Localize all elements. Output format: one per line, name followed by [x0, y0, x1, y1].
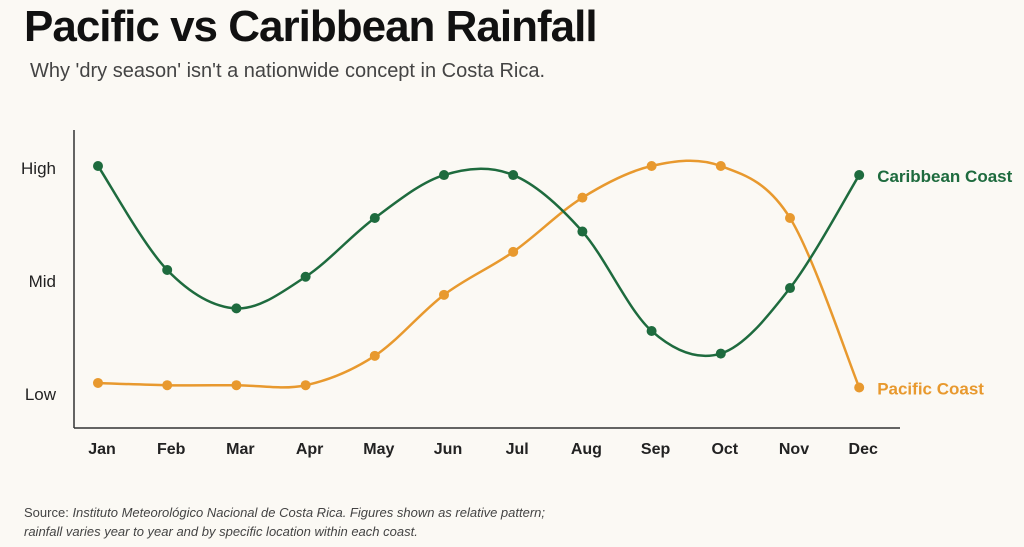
pacific-coast-line [97, 159, 861, 389]
line-chart: Low Mid High Jan Feb Mar Apr May Jun Jul Aug Sep Oc… [21, 130, 1013, 458]
caribbean-coast-point-oct [715, 348, 726, 359]
series-caribbean-coast: Caribbean Coast [93, 161, 1013, 359]
caribbean-coast-point-apr [300, 271, 311, 282]
source-label: Source: [24, 505, 69, 520]
caribbean-coast-point-mar [231, 303, 242, 314]
chart-subtitle: Why 'dry season' isn't a nationwide conc… [30, 60, 546, 82]
caribbean-coast-point-dec [854, 170, 865, 181]
x-tick-label-aug: Aug [571, 441, 602, 458]
pacific-coast-point-oct [715, 161, 726, 171]
pacific-coast-point-jun [439, 289, 449, 300]
x-tick-label-nov: Nov [779, 441, 809, 458]
pacific-coast-point-sep [646, 161, 657, 171]
pacific-coast-point-apr [300, 380, 311, 391]
caribbean-coast-point-jun [439, 170, 449, 181]
x-tick-label-oct: Oct [711, 441, 738, 458]
x-tick-label-feb: Feb [157, 441, 186, 458]
x-tick-label-apr: Apr [296, 441, 324, 458]
pacific-coast-point-aug [577, 192, 588, 203]
pacific-coast-point-jul [508, 246, 519, 257]
pacific-coast-point-may [369, 350, 380, 361]
caribbean-coast-point-nov [785, 283, 795, 294]
x-tick-label-jul: Jul [506, 441, 529, 458]
y-tick-label-high: High [21, 159, 56, 178]
pacific-coast-point-feb [162, 380, 173, 391]
pacific-coast-label: Pacific Coast [877, 379, 984, 398]
x-tick-label-jan: Jan [88, 441, 116, 458]
source-line-2: rainfall varies year to year and by spec… [24, 524, 418, 539]
series-layer: Pacific Coast Caribbean Coast [93, 159, 1013, 398]
x-tick-label-may: May [363, 441, 394, 458]
series-pacific-coast: Pacific Coast [93, 159, 984, 398]
x-axis-ticks: Jan Feb Mar Apr May Jun Jul Aug Sep Oct Nov Dec [88, 441, 878, 458]
caribbean-coast-line [96, 165, 861, 358]
pacific-coast-point-jan [93, 377, 103, 388]
y-axis-ticks: Low Mid High [21, 159, 57, 404]
x-tick-label-dec: Dec [849, 441, 878, 458]
pacific-coast-point-nov [785, 212, 795, 223]
caribbean-coast-point-jul [508, 170, 519, 181]
pacific-coast-point-dec [854, 382, 865, 393]
caribbean-coast-point-aug [577, 226, 588, 237]
caribbean-coast-point-jan [93, 161, 103, 171]
caribbean-coast-point-may [369, 212, 380, 223]
source-line-1: Instituto Meteorológico Nacional de Cost… [72, 505, 546, 520]
x-tick-label-mar: Mar [226, 441, 254, 458]
caribbean-coast-label: Caribbean Coast [877, 167, 1012, 186]
source-note: Source: Instituto Meteorológico Nacional… [24, 503, 664, 541]
y-tick-label-low: Low [25, 385, 57, 404]
x-tick-label-sep: Sep [641, 441, 671, 458]
x-tick-label-jun: Jun [434, 441, 462, 458]
pacific-coast-point-mar [231, 380, 242, 391]
y-tick-label-mid: Mid [29, 272, 56, 291]
chart-title: Pacific vs Caribbean Rainfall [24, 2, 598, 51]
caribbean-coast-point-feb [162, 264, 173, 275]
caribbean-coast-point-sep [646, 325, 657, 336]
